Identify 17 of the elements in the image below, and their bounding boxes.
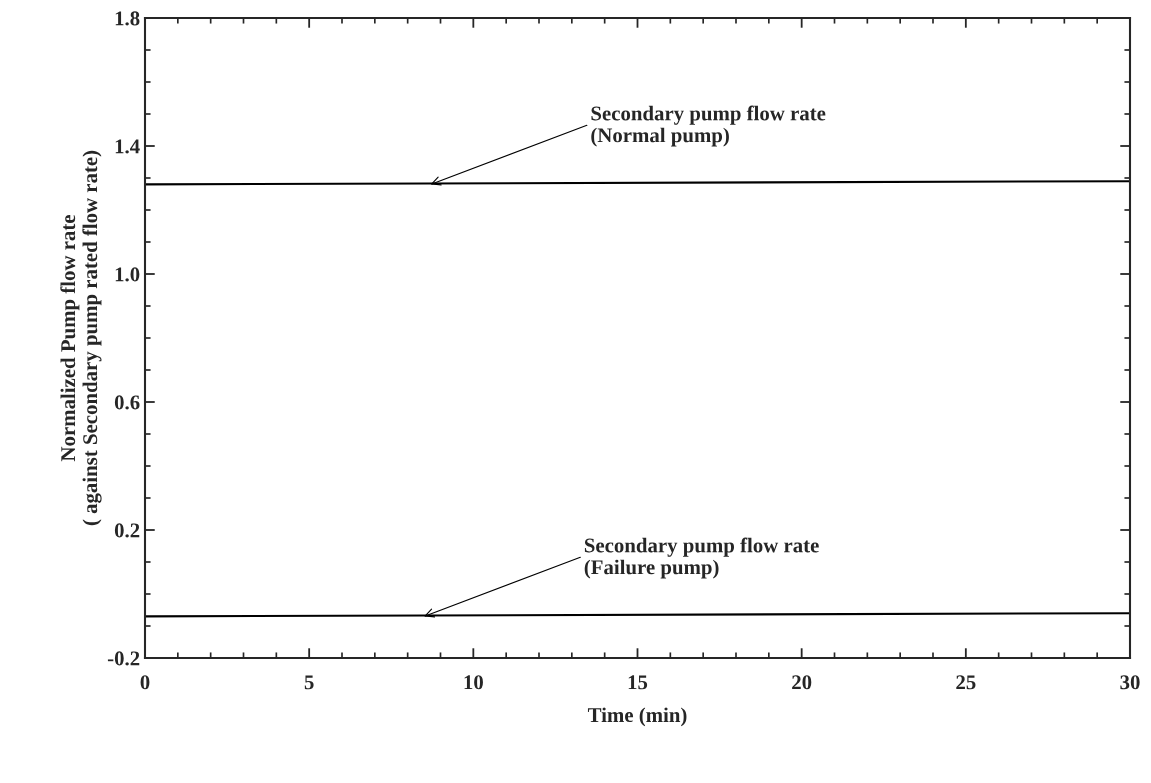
x-axis-title: Time (min) [587,707,687,727]
y-axis-title: Normalized Pump flow rate ( against Secondary pump rated flow rate) [60,150,102,526]
x-tick-label: 10 [464,675,483,690]
x-tick-label: 15 [628,675,648,690]
x-tick-label: 25 [956,675,976,690]
annotation: Secondary pump flow rate (Normal pump) [591,105,826,147]
y-tick-label: 0.2 [114,523,140,538]
y-tick-label: 1.4 [115,139,140,154]
y-tick-label: 1.8 [115,11,140,26]
y-tick-label: -0.2 [107,651,140,666]
x-tick-label: 5 [304,675,314,690]
y-tick-label: 0.6 [114,395,140,410]
x-tick-label: 0 [140,675,150,690]
y-tick-label: 1.0 [115,267,140,282]
x-tick-label: 20 [792,675,812,690]
annotation: Secondary pump flow rate (Failure pump) [584,537,819,579]
x-tick-label: 30 [1120,675,1140,690]
